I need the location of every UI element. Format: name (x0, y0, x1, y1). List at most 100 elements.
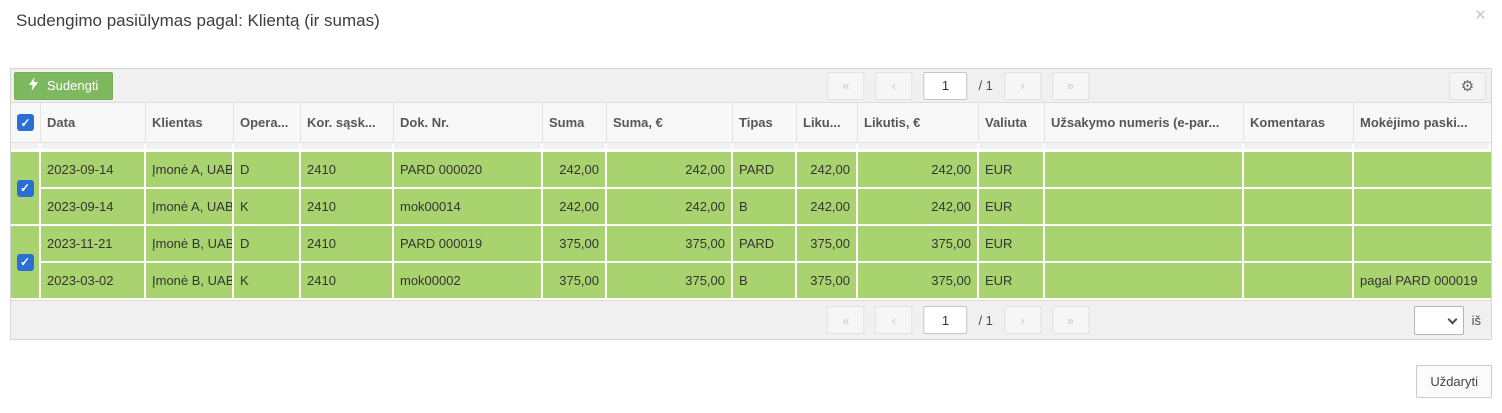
cell-klientas[interactable]: Įmonė B, UAB (146, 263, 234, 300)
last-page-button[interactable]: » (1051, 306, 1089, 334)
cell-operacija[interactable]: K (234, 189, 301, 226)
cell-suma[interactable]: 375,00 (543, 226, 607, 263)
grid-footer: « ‹ / 1 › » iš (11, 300, 1491, 339)
sudengti-button[interactable]: Sudengti (14, 71, 114, 100)
cell-valiuta[interactable]: EUR (979, 263, 1045, 300)
cell-komentaras[interactable] (1244, 152, 1354, 189)
col-likutis-eur[interactable]: Likutis, € (858, 103, 979, 143)
page-size-select[interactable] (1413, 305, 1464, 335)
cell-suma[interactable]: 375,00 (543, 263, 607, 300)
cell-uzsakymo-numeris[interactable] (1045, 152, 1244, 189)
cell-klientas[interactable]: Įmonė A, UAB (146, 189, 234, 226)
col-komentaras[interactable]: Komentaras (1244, 103, 1354, 143)
col-suma-eur[interactable]: Suma, € (607, 103, 733, 143)
cell-operacija[interactable]: D (234, 226, 301, 263)
grid-toolbar: Sudengti « ‹ / 1 › » ⚙ (11, 69, 1491, 103)
group-checkbox[interactable]: ✓ (16, 179, 34, 197)
col-tipas[interactable]: Tipas (733, 103, 797, 143)
table-row[interactable]: ✓ 2023-11-21 Įmonė B, UAB D 2410 PARD 00… (11, 226, 1491, 300)
cell-klientas[interactable]: Įmonė A, UAB (146, 152, 234, 189)
cell-suma[interactable]: 242,00 (543, 152, 607, 189)
prev-page-button[interactable]: ‹ (875, 71, 913, 100)
cell-komentaras[interactable] (1244, 263, 1354, 300)
prev-page-button[interactable]: ‹ (875, 306, 913, 334)
select-all-checkbox[interactable]: ✓ (17, 114, 34, 131)
col-suma[interactable]: Suma (543, 103, 607, 143)
col-likutis[interactable]: Liku... (797, 103, 858, 143)
cell-uzsakymo-numeris[interactable] (1045, 263, 1244, 300)
cell-kor-saskaita[interactable]: 2410 (301, 226, 394, 263)
group-checkbox[interactable]: ✓ (16, 253, 34, 271)
cell-uzsakymo-numeris[interactable] (1045, 226, 1244, 263)
cell-dok-nr[interactable]: PARD 000019 (394, 226, 543, 263)
cell-data[interactable]: 2023-09-14 (41, 189, 146, 226)
cell-likutis[interactable]: 242,00 (797, 152, 858, 189)
cell-dok-nr[interactable]: PARD 000020 (394, 152, 543, 189)
cell-tipas[interactable]: B (733, 189, 797, 226)
cell-data[interactable]: 2023-03-02 (41, 263, 146, 300)
col-klientas[interactable]: Klientas (146, 103, 234, 143)
table-row[interactable]: ✓ 2023-09-14 Įmonė A, UAB D 2410 PARD 00… (11, 152, 1491, 226)
cell-suma[interactable]: 242,00 (543, 189, 607, 226)
cell-komentaras[interactable] (1244, 226, 1354, 263)
top-pager: « ‹ / 1 › » (827, 71, 1089, 100)
last-page-button[interactable]: » (1051, 71, 1089, 100)
cell-likutis[interactable]: 375,00 (797, 226, 858, 263)
col-mokejimo-paskirtis[interactable]: Mokėjimo paski... (1354, 103, 1491, 143)
cell-tipas[interactable]: PARD (733, 226, 797, 263)
close-icon[interactable]: × (1474, 5, 1486, 26)
cell-likutis-eur[interactable]: 375,00 (858, 263, 979, 300)
cell-kor-saskaita[interactable]: 2410 (301, 152, 394, 189)
cell-kor-saskaita[interactable]: 2410 (301, 189, 394, 226)
page-number-input[interactable] (923, 306, 968, 334)
cell-data[interactable]: 2023-11-21 (41, 226, 146, 263)
cell-likutis[interactable]: 375,00 (797, 263, 858, 300)
next-page-button[interactable]: › (1003, 306, 1041, 334)
check-icon: ✓ (19, 255, 31, 269)
group-checkbox-cell[interactable]: ✓ (11, 226, 41, 300)
cell-likutis-eur[interactable]: 242,00 (858, 189, 979, 226)
next-page-button[interactable]: › (1003, 71, 1041, 100)
cell-suma-eur[interactable]: 375,00 (607, 226, 733, 263)
cell-valiuta[interactable]: EUR (979, 226, 1045, 263)
cell-uzsakymo-numeris[interactable] (1045, 189, 1244, 226)
check-icon: ✓ (19, 181, 31, 195)
cell-likutis-eur[interactable]: 375,00 (858, 226, 979, 263)
col-operacija[interactable]: Opera... (234, 103, 301, 143)
first-page-button[interactable]: « (827, 306, 865, 334)
cell-operacija[interactable]: D (234, 152, 301, 189)
col-data[interactable]: Data (41, 103, 146, 143)
cell-suma-eur[interactable]: 242,00 (607, 152, 733, 189)
close-button[interactable]: Uždaryti (1416, 365, 1492, 398)
cell-likutis-eur[interactable]: 242,00 (858, 152, 979, 189)
table-row[interactable]: 2023-03-02 Įmonė B, UAB K 2410 mok00002 … (11, 263, 1491, 300)
cell-operacija[interactable]: K (234, 263, 301, 300)
cell-mokejimo-paskirtis[interactable] (1354, 189, 1491, 226)
cell-klientas[interactable]: Įmonė B, UAB (146, 226, 234, 263)
first-page-button[interactable]: « (827, 71, 865, 100)
group-checkbox-cell[interactable]: ✓ (11, 152, 41, 226)
cell-tipas[interactable]: PARD (733, 152, 797, 189)
col-valiuta[interactable]: Valiuta (979, 103, 1045, 143)
cell-dok-nr[interactable]: mok00014 (394, 189, 543, 226)
cell-tipas[interactable]: B (733, 263, 797, 300)
cell-likutis[interactable]: 242,00 (797, 189, 858, 226)
cell-suma-eur[interactable]: 242,00 (607, 189, 733, 226)
cell-komentaras[interactable] (1244, 189, 1354, 226)
cell-suma-eur[interactable]: 375,00 (607, 263, 733, 300)
col-kor-saskaita[interactable]: Kor. sąsk... (301, 103, 394, 143)
cell-valiuta[interactable]: EUR (979, 152, 1045, 189)
col-uzsakymo-numeris[interactable]: Užsakymo numeris (e-par... (1045, 103, 1244, 143)
page-count-label: / 1 (978, 312, 993, 328)
cell-mokejimo-paskirtis[interactable]: pagal PARD 000019 (1354, 263, 1491, 300)
cell-mokejimo-paskirtis[interactable] (1354, 226, 1491, 263)
cell-data[interactable]: 2023-09-14 (41, 152, 146, 189)
page-number-input[interactable] (923, 71, 968, 100)
grid-settings-button[interactable]: ⚙ (1449, 71, 1486, 100)
col-dok-nr[interactable]: Dok. Nr. (394, 103, 543, 143)
cell-valiuta[interactable]: EUR (979, 189, 1045, 226)
cell-mokejimo-paskirtis[interactable] (1354, 152, 1491, 189)
cell-kor-saskaita[interactable]: 2410 (301, 263, 394, 300)
cell-dok-nr[interactable]: mok00002 (394, 263, 543, 300)
table-row[interactable]: 2023-09-14 Įmonė A, UAB K 2410 mok00014 … (11, 189, 1491, 226)
